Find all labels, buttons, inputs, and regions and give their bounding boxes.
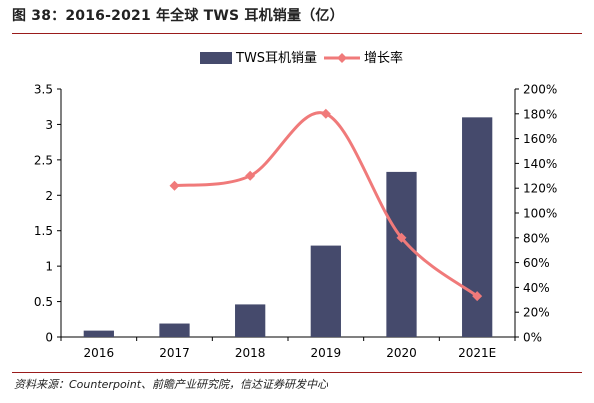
legend-bar-label: TWS耳机销量 — [235, 51, 317, 66]
source-note: 资料来源：Counterpoint、前瞻产业研究院，信达证券研发中心 — [14, 378, 329, 391]
chart-title: 图 38：2016-2021 年全球 TWS 耳机销量（亿） — [12, 8, 344, 24]
y-left-tick-label: 3.5 — [34, 83, 53, 97]
y-right-tick-label: 160% — [523, 132, 557, 146]
growth-point — [320, 108, 331, 119]
y-right-tick-label: 180% — [523, 107, 557, 121]
y-right-tick-label: 200% — [523, 83, 557, 97]
y-left-tick-label: 1.5 — [34, 224, 53, 238]
legend-line-label: 增长率 — [364, 50, 403, 66]
y-left-tick-label: 0 — [45, 331, 53, 345]
y-right-tick-label: 0% — [523, 331, 542, 345]
y-right-tick-label: 100% — [523, 207, 557, 221]
y-right-tick-label: 140% — [523, 157, 557, 171]
x-tick-label: 2017 — [159, 346, 190, 360]
source-rule — [12, 372, 582, 373]
bar — [235, 304, 266, 337]
y-left-tick-label: 1 — [45, 260, 53, 274]
y-right-tick-label: 40% — [523, 281, 550, 295]
plot-area: 0 0.5 1 1.5 2 2.5 3 3.5 0% 20% 40% 60% 80% 100% 120% 14… — [34, 83, 557, 361]
y-right-tick-label: 120% — [523, 182, 557, 196]
y-left-tick-label: 0.5 — [34, 295, 53, 309]
y-right-tick-label: 20% — [523, 306, 550, 320]
bar — [386, 171, 417, 337]
x-tick-label: 2018 — [235, 346, 266, 360]
y-right-tick-label: 60% — [523, 256, 550, 270]
legend-bar-swatch — [200, 52, 232, 64]
x-tick-label: 2016 — [84, 346, 115, 360]
growth-point — [169, 180, 180, 191]
y-left-tick-label: 3 — [45, 118, 53, 132]
y-left-tick-label: 2.5 — [34, 153, 53, 167]
growth-point — [245, 170, 256, 181]
x-tick-label: 2021E — [458, 346, 496, 360]
bar — [310, 245, 341, 337]
growth-point — [472, 291, 483, 302]
bar — [83, 330, 114, 337]
x-tick-label: 2020 — [386, 346, 417, 360]
x-tick-label: 2019 — [311, 346, 342, 360]
legend: TWS耳机销量 增长率 — [200, 50, 403, 66]
title-rule — [12, 33, 582, 34]
bar — [159, 323, 190, 337]
legend-line-marker — [337, 53, 347, 63]
y-right-tick-label: 80% — [523, 231, 550, 245]
bar — [462, 117, 493, 337]
y-left-tick-label: 2 — [45, 189, 53, 203]
growth-point — [396, 232, 407, 243]
